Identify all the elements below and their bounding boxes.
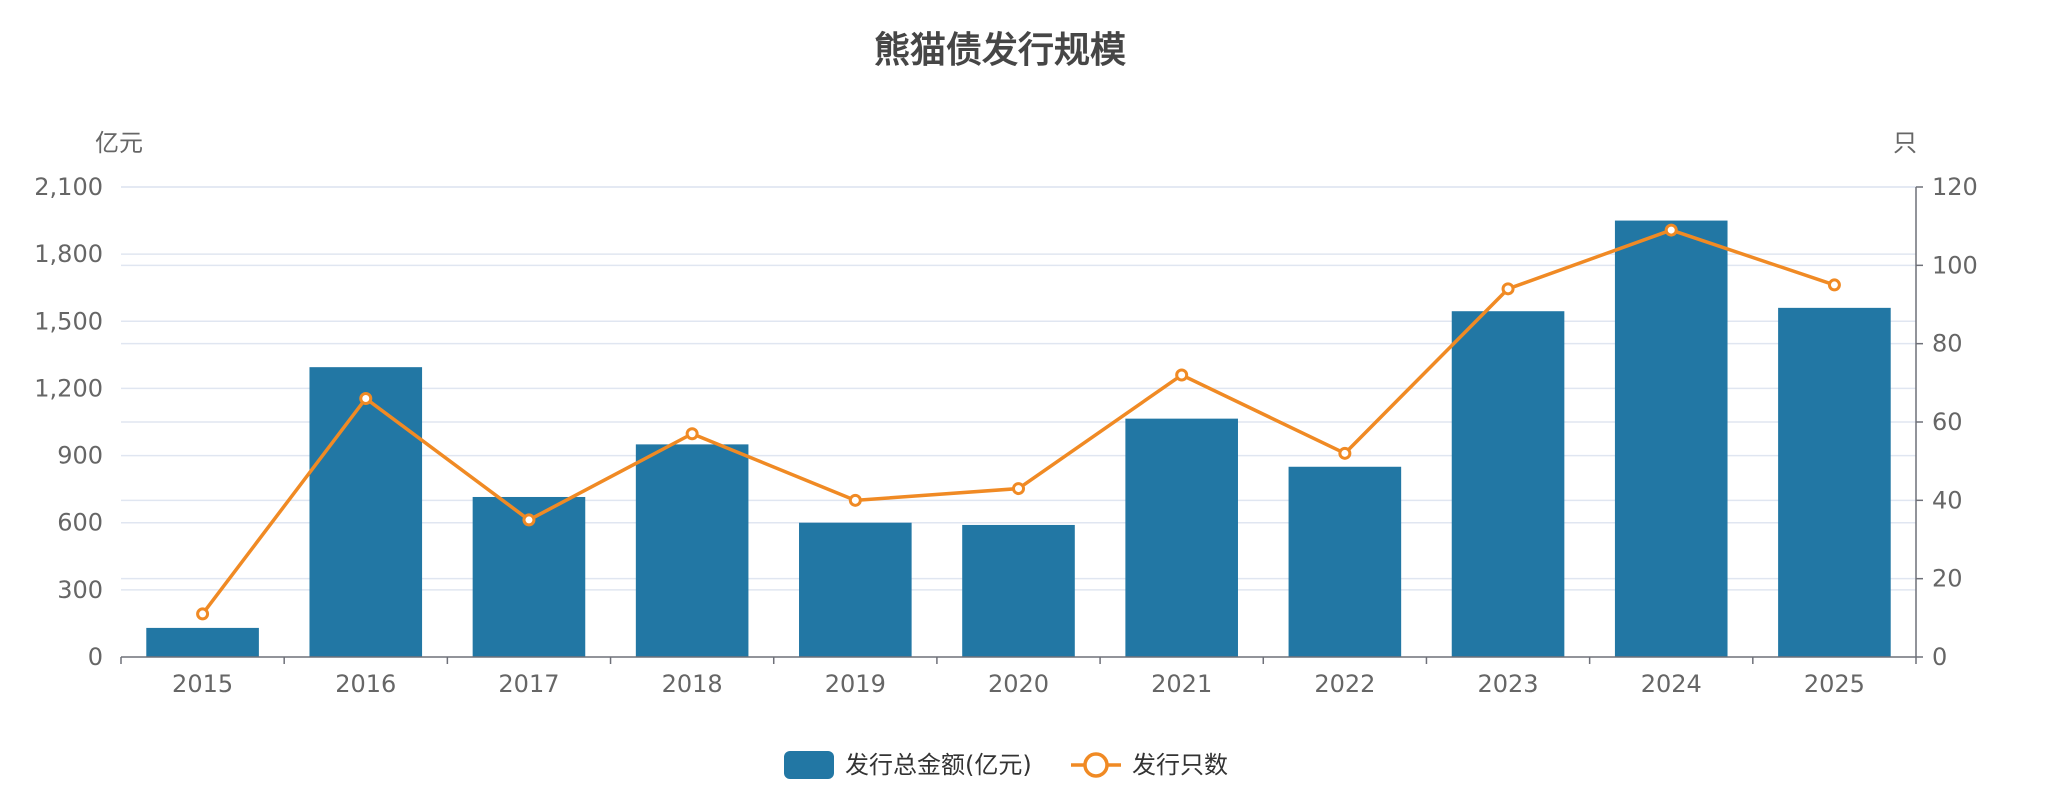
bar[interactable]: [962, 524, 1075, 657]
x-tick-label: 2022: [1314, 670, 1375, 698]
line-point[interactable]: [1664, 223, 1678, 237]
legend: 发行总金额(亿元) 发行只数: [784, 751, 1228, 779]
legend-bar-swatch[interactable]: [784, 751, 834, 779]
left-axis-unit: 亿元: [95, 129, 143, 157]
bar[interactable]: [1614, 220, 1728, 658]
line-point[interactable]: [848, 493, 862, 507]
left-tick-label: 0: [88, 643, 103, 671]
line-series: [196, 223, 1841, 621]
line-point[interactable]: [1175, 368, 1189, 382]
legend-line-marker[interactable]: [1083, 752, 1109, 778]
x-tick-label: 2016: [335, 670, 396, 698]
x-tick-label: 2019: [825, 670, 886, 698]
bar[interactable]: [146, 627, 259, 657]
line-point[interactable]: [1501, 282, 1515, 296]
bar[interactable]: [1451, 311, 1565, 657]
x-tick-label: 2025: [1804, 670, 1865, 698]
axes: 0 300 600 900 1,200 1,500 1,800 2,100 0 20 40 60 80 1…: [34, 173, 1978, 698]
bar[interactable]: [635, 444, 749, 657]
line-point[interactable]: [522, 513, 536, 527]
x-tick-label: 2023: [1478, 670, 1539, 698]
x-tick-label: 2020: [988, 670, 1049, 698]
left-tick-label: 2,100: [34, 173, 103, 201]
right-axis-unit: 只: [1893, 129, 1917, 157]
bar[interactable]: [799, 522, 912, 657]
line-point[interactable]: [1338, 446, 1352, 460]
chart-title: 熊猫债发行规模: [874, 30, 1126, 71]
left-tick-label: 600: [57, 509, 103, 537]
left-tick-label: 1,200: [34, 374, 103, 402]
left-tick-label: 300: [57, 576, 103, 604]
bar[interactable]: [1288, 466, 1402, 657]
left-tick-label: 900: [57, 442, 103, 470]
x-tick-label: 2021: [1151, 670, 1212, 698]
bar[interactable]: [1125, 418, 1238, 657]
x-tick-label: 2017: [498, 670, 559, 698]
right-tick-label: 0: [1932, 643, 1947, 671]
right-tick-label: 60: [1932, 408, 1963, 436]
line-point[interactable]: [196, 607, 210, 621]
line-point[interactable]: [1827, 278, 1841, 292]
x-tick-label: 2015: [172, 670, 233, 698]
right-tick-label: 100: [1932, 251, 1978, 279]
right-tick-label: 120: [1932, 173, 1978, 201]
legend-bar-label[interactable]: 发行总金额(亿元): [845, 751, 1032, 779]
left-tick-label: 1,800: [34, 240, 103, 268]
right-tick-label: 20: [1932, 565, 1963, 593]
x-tick-label: 2024: [1641, 670, 1702, 698]
right-tick-label: 40: [1932, 486, 1963, 514]
right-tick-label: 80: [1932, 330, 1963, 358]
bar[interactable]: [309, 367, 423, 657]
bar[interactable]: [1778, 307, 1891, 657]
line-point[interactable]: [1012, 482, 1025, 496]
x-tick-label: 2018: [662, 670, 723, 698]
bar-series: [146, 220, 1891, 658]
line-point[interactable]: [359, 392, 373, 405]
line-point[interactable]: [685, 427, 699, 441]
legend-line-label[interactable]: 发行只数: [1132, 751, 1228, 779]
left-tick-label: 1,500: [34, 307, 103, 335]
